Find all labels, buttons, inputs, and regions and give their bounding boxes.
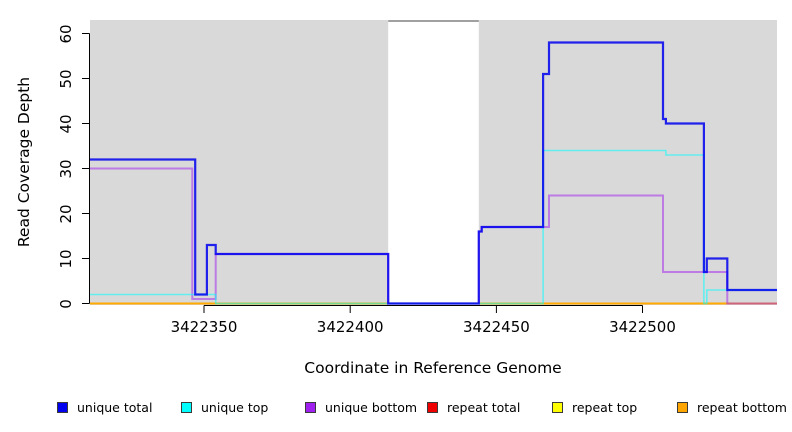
legend-label: repeat total [447,400,521,415]
y-tick-label: 40 [57,113,75,134]
y-tick-label: 50 [57,68,75,89]
series-unique-total [90,41,777,305]
legend-label: unique bottom [325,400,418,415]
y-tick-label: 0 [57,298,75,309]
legend-item: unique bottom [305,400,417,415]
gap-region [388,20,479,305]
y-tick-label: 10 [57,248,75,269]
x-tick-label: 3422500 [609,318,676,336]
legend-item: unique total [57,400,152,415]
legend-swatch-repeat-bottom [677,402,688,413]
y-axis-title: Read Coverage Depth [15,76,33,248]
legend-item: unique top [181,400,268,415]
x-tick-label: 3422350 [170,318,238,336]
legend-swatch-unique-bottom [305,402,316,413]
y-tick-label: 30 [57,158,75,179]
legend-swatch-repeat-top [552,402,563,413]
legend-swatch-repeat-total [427,402,438,413]
legend-item: repeat top [552,400,637,415]
legend-item: repeat bottom [677,400,787,415]
legend-swatch-unique-total [57,402,68,413]
legend-item: repeat total [427,400,520,415]
y-tick-label: 60 [57,23,75,44]
legend-label: unique top [201,400,269,415]
x-tick-label: 3422400 [316,318,384,336]
series-unique-top [90,149,777,305]
legend-swatch-unique-top [181,402,192,413]
y-tick-label: 20 [57,203,75,224]
x-axis-title: Coordinate in Reference Genome [304,359,562,377]
legend-label: repeat bottom [697,400,787,415]
legend-label: unique total [77,400,153,415]
legend-label: repeat top [572,400,638,415]
x-tick-label: 3422450 [462,318,530,336]
